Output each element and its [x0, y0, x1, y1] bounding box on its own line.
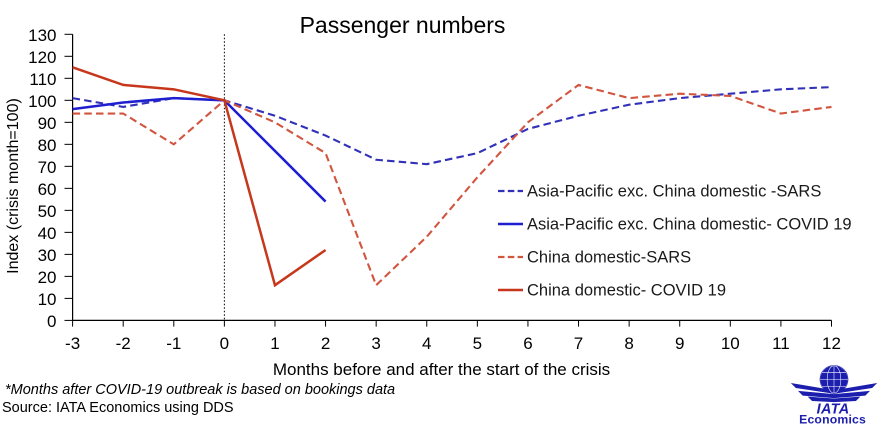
svg-text:50: 50 [38, 202, 57, 221]
svg-text:Asia-Pacific exc. China domest: Asia-Pacific exc. China domestic- COVID … [527, 216, 852, 234]
svg-text:30: 30 [38, 246, 57, 265]
svg-text:6: 6 [523, 334, 532, 353]
svg-text:0: 0 [47, 312, 56, 331]
svg-text:China domestic- COVID 19: China domestic- COVID 19 [527, 282, 726, 300]
svg-text:China domestic-SARS: China domestic-SARS [527, 249, 691, 267]
svg-text:-1: -1 [166, 334, 181, 353]
svg-text:20: 20 [38, 268, 57, 287]
svg-text:Economics: Economics [799, 413, 866, 427]
svg-text:10: 10 [721, 334, 740, 353]
svg-text:4: 4 [422, 334, 431, 353]
svg-text:60: 60 [38, 180, 57, 199]
svg-text:110: 110 [29, 70, 56, 89]
svg-text:3: 3 [371, 334, 380, 353]
svg-text:-2: -2 [116, 334, 131, 353]
svg-text:70: 70 [38, 158, 57, 177]
svg-text:9: 9 [675, 334, 684, 353]
svg-text:Asia-Pacific exc. China domest: Asia-Pacific exc. China domestic -SARS [527, 183, 821, 201]
svg-text:80: 80 [38, 136, 57, 155]
svg-text:8: 8 [624, 334, 633, 353]
svg-text:5: 5 [473, 334, 482, 353]
svg-text:-3: -3 [65, 334, 80, 353]
svg-text:10: 10 [38, 290, 57, 309]
svg-text:90: 90 [38, 114, 57, 133]
svg-text:130: 130 [28, 26, 56, 45]
svg-text:40: 40 [38, 224, 57, 243]
svg-text:100: 100 [28, 92, 56, 111]
svg-text:0: 0 [220, 334, 229, 353]
svg-text:7: 7 [574, 334, 583, 353]
svg-text:2: 2 [321, 334, 330, 353]
svg-text:1: 1 [270, 334, 279, 353]
svg-text:120: 120 [28, 48, 56, 67]
